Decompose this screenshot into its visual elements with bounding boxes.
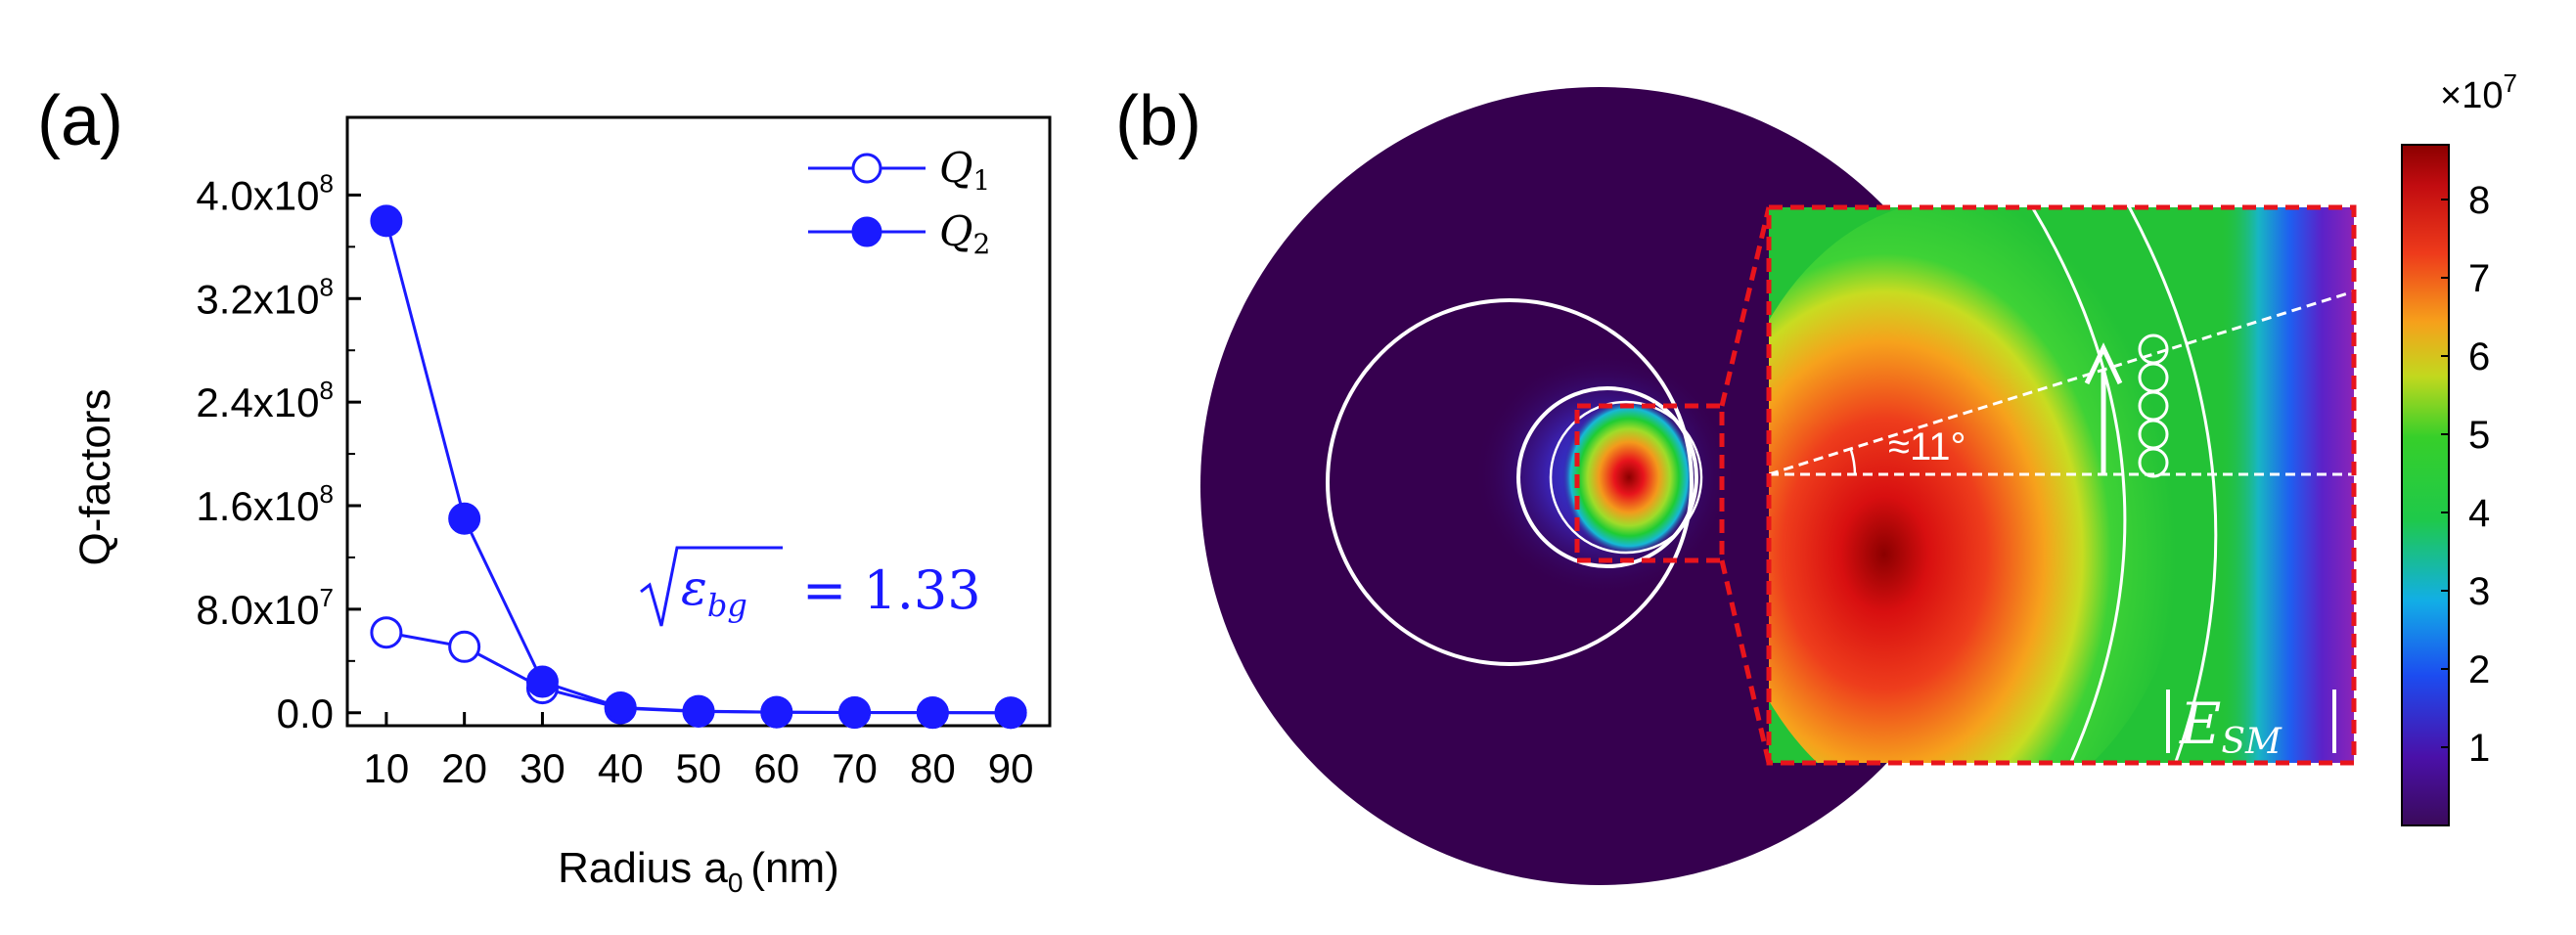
x-axis-title-unit: (nm): [750, 844, 838, 892]
colorbar-tick-label: 4: [2468, 492, 2490, 535]
colorbar-multiplier-base: ×10: [2440, 75, 2503, 116]
legend-label-q1-sub: 1: [972, 164, 990, 197]
x-tick-label: 50: [676, 745, 722, 791]
annotation-symbol: εbg: [681, 559, 747, 624]
legend-marker-q2: [851, 216, 882, 247]
zoom-boundary-arc-outer: [2127, 207, 2218, 763]
point-q2: [916, 696, 949, 730]
colorbar-tick-label: 8: [2468, 179, 2490, 222]
point-q2: [760, 695, 793, 729]
y-tick-label: 4.0x108: [196, 168, 334, 218]
panel-b-label: (b): [1115, 82, 1201, 160]
panel-a-label: (a): [37, 82, 123, 160]
refractive-index-annotation: εbg = 1.33: [640, 546, 981, 627]
y-tick-label: 1.6x108: [196, 479, 334, 529]
point-q1: [370, 616, 403, 649]
field-label-sub: SM: [2221, 722, 2282, 762]
point-q2: [604, 690, 637, 724]
field-label-main: E: [2179, 690, 2221, 757]
colorbar-tick-label: 5: [2468, 414, 2490, 457]
sphere-boundary-large: [1326, 298, 1694, 666]
colorbar-tick-label: 2: [2468, 648, 2490, 691]
y-tick-label: 3.2x108: [196, 272, 334, 322]
point-q2: [994, 696, 1027, 730]
legend: Q1 Q2: [808, 144, 990, 260]
point-q2: [370, 204, 403, 238]
field-hotspot: [1562, 399, 1695, 556]
legend-label-q2: Q2: [939, 207, 990, 260]
legend-label-q1-main: Q: [939, 144, 972, 192]
legend-marker-q1: [851, 153, 882, 184]
legend-label-q2-main: Q: [939, 207, 972, 255]
direction-arrow-head: [2084, 342, 2123, 385]
annotation-eps: ε: [681, 559, 707, 616]
y-ticks: 0.0 8.0x107 1.6x108 2.4x108 3.2x108 4.0x108: [196, 168, 361, 736]
legend-label-q2-sub: 2: [972, 228, 990, 260]
legend-label-q1: Q1: [939, 144, 990, 197]
point-q1: [448, 630, 481, 663]
series-layer: [370, 204, 1027, 730]
point-q2: [838, 696, 872, 730]
field-label: ESM: [2166, 690, 2336, 762]
angle-arc: [1849, 449, 1857, 475]
colorbar: [2401, 144, 2450, 826]
particle-chain: [2138, 334, 2169, 478]
zoom-inset: ≈11° ESM: [1769, 207, 2354, 763]
annotation-value: = 1.33: [802, 559, 981, 621]
annotation-sub: bg: [707, 587, 747, 624]
zoom-connector-bottom: [1719, 559, 1772, 764]
y-tick-label: 2.4x108: [196, 376, 334, 425]
zoom-boundary-arc-inner: [2030, 207, 2127, 763]
x-tick-label: 60: [753, 745, 799, 791]
y-tick-label: 8.0x107: [196, 583, 334, 633]
colorbar-tick-label: 6: [2468, 335, 2490, 378]
angle-label: ≈11°: [1888, 425, 1966, 468]
point-q2: [682, 694, 715, 728]
x-tick-label: 70: [832, 745, 878, 791]
point-q2: [448, 502, 481, 535]
sphere-boundary-small: [1516, 386, 1698, 568]
zoom-selection-box: [1574, 403, 1725, 563]
sqrt-sign: [640, 546, 783, 627]
point-q2: [525, 665, 559, 698]
field-label-text: ESM: [2179, 690, 2282, 762]
colorbar-tick-label: 1: [2468, 727, 2490, 770]
series-line-q2: [384, 220, 1012, 715]
x-tick-label: 80: [910, 745, 956, 791]
particle-5: [2138, 447, 2169, 478]
zoom-inset-frame: [1766, 204, 2357, 766]
x-ticks: 10 20 30 40 50 60 70 80 90: [364, 712, 1034, 791]
x-tick-label: 40: [598, 745, 644, 791]
y-axis-title: Q-factors: [71, 389, 119, 566]
y-tick-label: 0.0: [277, 690, 334, 736]
colorbar-multiplier-exp: 7: [2503, 68, 2516, 98]
angled-line: [1769, 289, 2354, 476]
x-axis-title-main: Radius a: [558, 844, 728, 892]
zoom-connector-top: [1719, 206, 1772, 407]
colorbar-tick-label: 3: [2468, 570, 2490, 613]
x-tick-label: 30: [520, 745, 565, 791]
y-axis-label: Q-factors: [71, 389, 119, 566]
x-axis-title-sub: 0: [728, 868, 744, 898]
x-tick-label: 10: [364, 745, 410, 791]
x-tick-label: 90: [988, 745, 1034, 791]
x-axis-title: Radius a0 (nm): [558, 844, 839, 898]
sphere-boundary-inner: [1549, 400, 1703, 555]
x-tick-label: 20: [441, 745, 487, 791]
colorbar-ticks: 1 2 3 4 5 6 7 8: [2441, 179, 2490, 770]
colorbar-multiplier: ×107: [2440, 68, 2517, 116]
colorbar-tick-label: 7: [2468, 257, 2490, 300]
